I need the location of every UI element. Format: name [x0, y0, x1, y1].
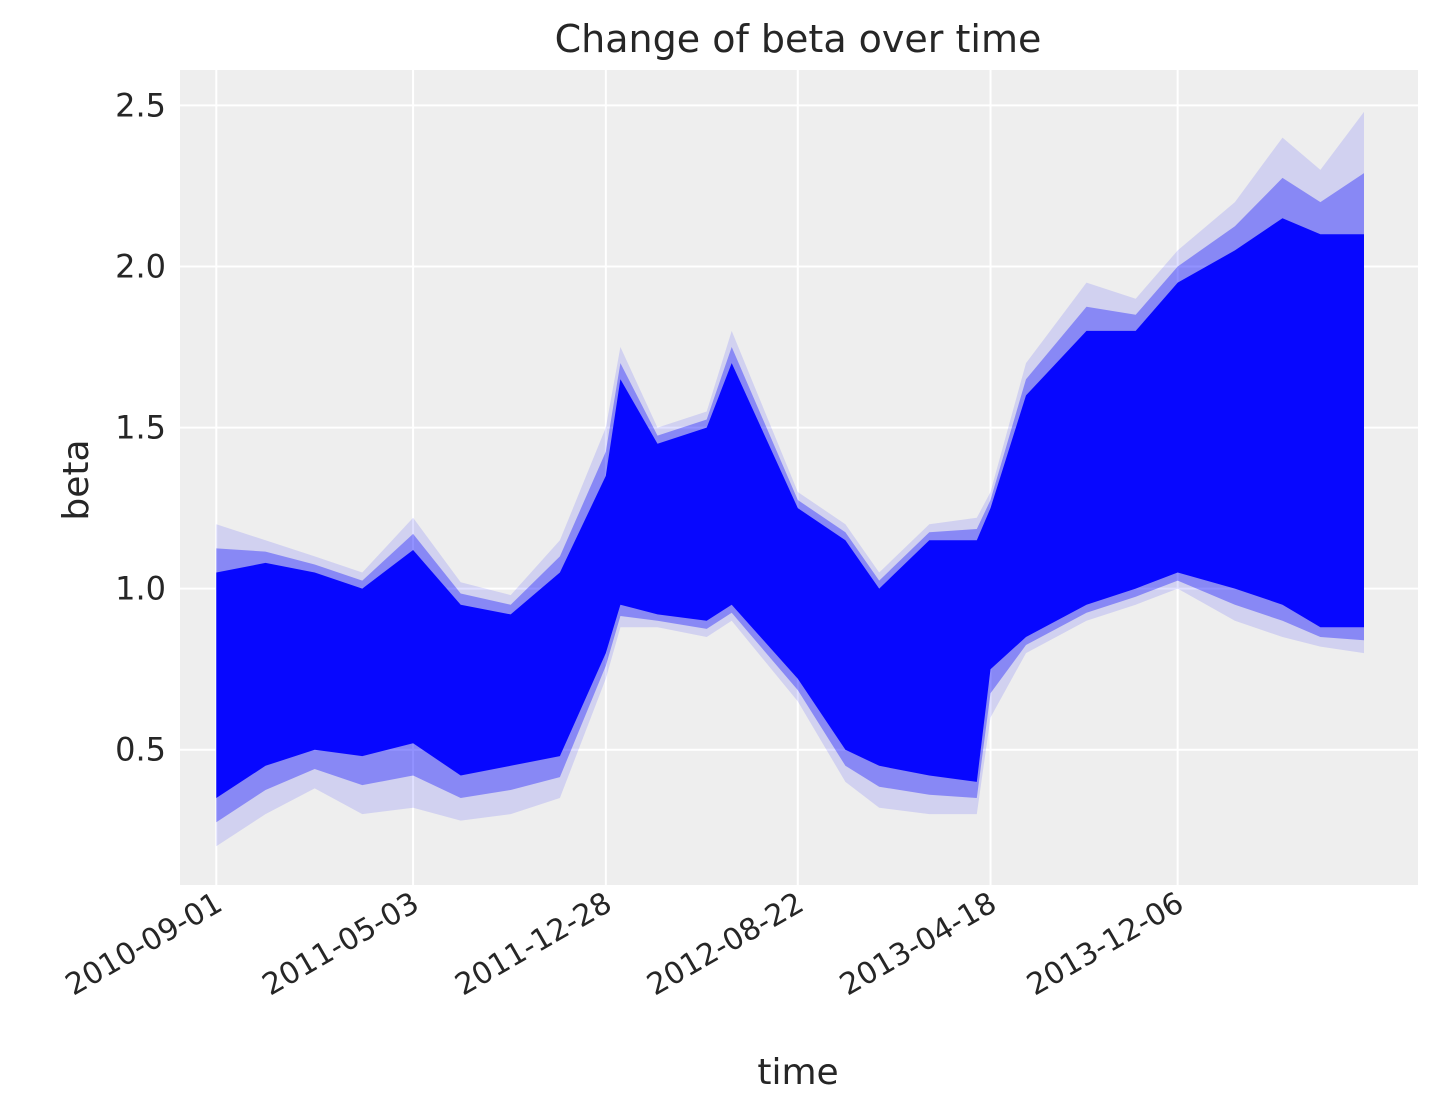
y-tick-label: 2.5 [115, 86, 166, 124]
x-tick-labels: 2010-09-01 2011-05-03 2011-12-28 2012-08-22… [60, 886, 1190, 1003]
y-tick-label: 2.0 [115, 248, 166, 286]
x-axis-label: time [757, 1052, 838, 1093]
x-tick-label: 2011-05-03 [257, 886, 425, 1003]
x-tick-label: 2012-08-22 [641, 886, 809, 1003]
x-tick-label: 2013-12-06 [1021, 886, 1189, 1003]
inner-band [216, 218, 1364, 798]
chart-title: Change of beta over time [555, 17, 1042, 61]
x-tick-label: 2011-12-28 [449, 886, 617, 1003]
x-tick-label: 2013-04-18 [834, 886, 1002, 1003]
y-axis-label: beta [56, 439, 97, 520]
x-tick-label: 2010-09-01 [60, 886, 228, 1003]
y-tick-label: 1.5 [115, 409, 166, 447]
data-band [216, 111, 1364, 847]
y-tick-label: 1.0 [115, 570, 166, 608]
y-tick-labels: 0.5 1.0 1.5 2.0 2.5 [115, 86, 166, 768]
y-tick-label: 0.5 [115, 731, 166, 769]
